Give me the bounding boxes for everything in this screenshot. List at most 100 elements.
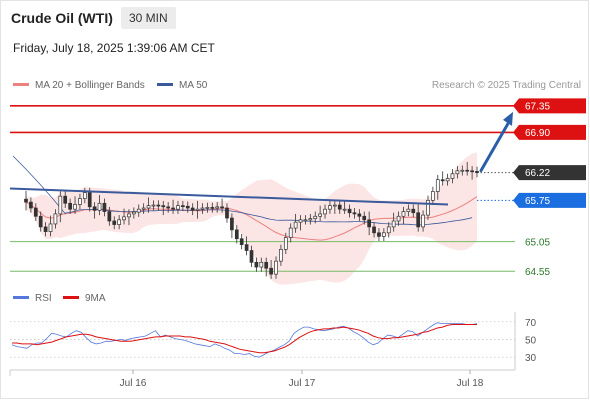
x-tick-label-0: Jul 16	[120, 378, 147, 389]
candle-body	[357, 213, 362, 217]
candle-body	[239, 238, 244, 245]
candle-body	[249, 250, 254, 263]
candle-body	[215, 206, 220, 209]
candle-body	[82, 192, 87, 199]
candle-body	[210, 207, 215, 209]
candle-body	[87, 192, 92, 208]
candle-body	[112, 220, 117, 225]
candle-body	[279, 248, 283, 262]
ma20-swatch	[13, 82, 29, 86]
candle-body	[107, 211, 112, 222]
x-tick-label-1: Jul 17	[289, 378, 316, 389]
candle-body	[131, 211, 136, 215]
candle-body	[244, 244, 249, 251]
price-tag-67.35	[513, 98, 586, 114]
candle-body	[63, 195, 68, 204]
candle-body	[78, 198, 82, 205]
rsi9-swatch	[63, 295, 79, 299]
candle-body	[73, 204, 77, 210]
trendline	[9, 187, 449, 206]
price-tag-66.90	[513, 124, 586, 140]
candle-body	[92, 206, 97, 211]
price-tag-text-66.90: 66.90	[525, 128, 550, 139]
candle-body	[259, 261, 264, 268]
candle-body	[171, 207, 175, 210]
candle-body	[328, 205, 332, 210]
candle-body	[455, 170, 460, 175]
candle-body	[440, 179, 445, 182]
candle-body	[391, 220, 396, 228]
candle-body	[274, 260, 278, 275]
candle-body	[156, 204, 161, 207]
rsi-tick-30: 30	[525, 353, 537, 364]
candle-body	[230, 217, 234, 231]
candle-body	[176, 205, 180, 210]
candle-body	[386, 226, 391, 234]
candle-body	[185, 205, 190, 209]
candle-body	[288, 227, 293, 238]
candle-body	[283, 237, 288, 250]
candle-body	[161, 205, 166, 208]
legend-ma50-label: MA 50	[179, 80, 208, 91]
candle-body	[342, 208, 347, 211]
projection-arrow	[479, 120, 511, 173]
candle-body	[127, 213, 131, 218]
price-tag-text-66.22: 66.22	[525, 168, 550, 179]
candle-body	[377, 232, 381, 237]
rsi-tick-70: 70	[525, 318, 537, 329]
candle-body	[367, 219, 372, 228]
ma50-swatch	[157, 82, 173, 86]
timeframe-badge[interactable]: 30 MIN	[121, 7, 176, 29]
candle-body	[431, 191, 435, 201]
candle-body	[264, 261, 269, 269]
price-label-65.05: 65.05	[525, 238, 550, 249]
candle-body	[190, 207, 195, 211]
candle-body	[48, 223, 53, 232]
candle-body	[151, 204, 156, 207]
legend-rsi9: 9MA	[63, 293, 106, 304]
candle-body	[470, 170, 474, 173]
rsi9-line	[12, 324, 477, 354]
candle-body	[401, 211, 406, 217]
candle-body	[445, 178, 450, 182]
x-tick-label-2: Jul 18	[457, 378, 484, 389]
candle-body	[460, 169, 465, 172]
candle-body	[308, 218, 313, 221]
candle-body	[396, 215, 401, 222]
candle-body	[318, 213, 322, 217]
candle-body	[426, 199, 430, 216]
candle-body	[68, 202, 72, 210]
candle-body	[29, 201, 33, 209]
candle-body	[136, 208, 141, 213]
candle-body	[53, 213, 58, 225]
instrument-title: Crude Oil (WTI)	[11, 10, 113, 26]
candle-body	[303, 219, 308, 222]
projection-arrow-head	[503, 111, 513, 126]
candle-body	[146, 205, 151, 209]
candle-body	[323, 208, 327, 215]
legend-ma20: MA 20 + Bollinger Bands	[13, 80, 145, 91]
candle-body	[269, 267, 273, 275]
candle-body	[38, 215, 43, 228]
candle-body	[475, 171, 479, 173]
candle-body	[352, 212, 357, 215]
candle-body	[332, 204, 337, 207]
price-tag-66.22	[513, 165, 586, 181]
candle-body	[24, 198, 28, 203]
candle-body	[102, 202, 107, 212]
legend-rsi9-label: 9MA	[85, 293, 106, 304]
candle-body	[254, 261, 259, 268]
candle-body	[58, 195, 63, 215]
candle-body	[200, 207, 205, 210]
candle-body	[382, 232, 386, 237]
bollinger-band	[26, 152, 477, 285]
candle-body	[347, 208, 352, 214]
legend-ma20-label: MA 20 + Bollinger Bands	[35, 80, 145, 91]
candle-body	[416, 212, 421, 228]
candle-body	[195, 208, 200, 211]
candle-body	[141, 207, 146, 210]
price-label-64.55: 64.55	[525, 267, 550, 278]
candle-body	[166, 206, 171, 209]
candle-body	[122, 216, 126, 221]
